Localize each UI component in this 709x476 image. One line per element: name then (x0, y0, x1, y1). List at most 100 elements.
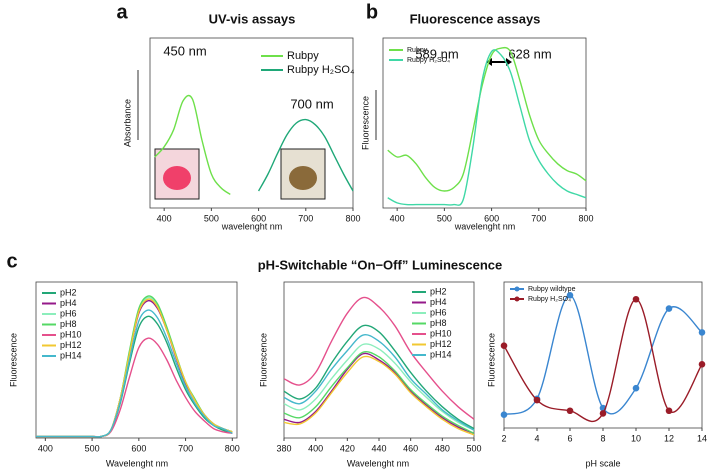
x-tick-label: 500 (437, 213, 452, 223)
point (500, 342, 508, 350)
legend-label: pH4 (60, 298, 77, 308)
x-axis-label: Wavelenght nm (347, 458, 409, 468)
x-tick-label: 700 (178, 443, 193, 453)
x-tick-label: 800 (225, 443, 240, 453)
annotation: 450 nm (163, 43, 206, 58)
series-line (154, 94, 231, 195)
legend-label: pH10 (60, 329, 82, 339)
point (632, 295, 640, 303)
y-axis-label: Fluorescence (258, 333, 268, 387)
x-tick-label: 400 (308, 443, 323, 453)
legend-label: Rubpy H₂SO₄ (287, 64, 355, 76)
x-axis-label: Wavelenght nm (106, 458, 168, 468)
panel-title: pH-Switchable “On−Off” Luminescence (258, 257, 503, 272)
x-tick-label: 600 (251, 213, 266, 223)
x-tick-label: 10 (631, 433, 641, 443)
x-tick-label: 800 (345, 213, 360, 223)
plot-frame (382, 37, 587, 209)
x-tick-label: 2 (501, 433, 506, 443)
legend-label: pH8 (430, 318, 447, 328)
x-tick-label: 420 (340, 443, 355, 453)
legend-label: pH10 (430, 328, 452, 338)
x-tick-label: 400 (390, 213, 405, 223)
legend-label: Rubpy H₂SO₄ (528, 296, 571, 303)
legend-label: pH12 (60, 340, 82, 350)
legend-label: pH6 (430, 307, 447, 317)
x-tick-label: 500 (85, 443, 100, 453)
series-line (257, 118, 354, 192)
legend-label: pH14 (60, 350, 82, 360)
panel-label: b (366, 1, 378, 23)
plot-frame (35, 281, 238, 439)
point (566, 291, 574, 299)
series-line (387, 46, 587, 192)
annotation: 628 nm (508, 46, 551, 61)
x-axis-label: wavelenght nm (454, 221, 516, 231)
series-line (283, 343, 475, 431)
series-line (283, 351, 475, 434)
point (665, 407, 673, 415)
photo-inset (163, 166, 191, 190)
x-tick-label: 500 (204, 213, 219, 223)
legend-label: pH2 (60, 287, 77, 297)
y-axis-label: Fluorescence (360, 96, 370, 150)
legend-label: Rubpy (287, 50, 319, 62)
x-tick-label: 480 (435, 443, 450, 453)
x-tick-label: 400 (157, 213, 172, 223)
point (566, 407, 574, 415)
y-axis-label: Absorbance (122, 99, 132, 147)
annotation: 700 nm (290, 96, 333, 111)
series-line (387, 49, 587, 206)
x-tick-label: 6 (567, 433, 572, 443)
legend-label: pH2 (430, 286, 447, 296)
x-tick-label: 440 (371, 443, 386, 453)
legend-swatch (514, 296, 520, 302)
plot-frame (149, 37, 354, 209)
double-arrow (486, 58, 512, 66)
x-tick-label: 12 (664, 433, 674, 443)
x-tick-label: 600 (131, 443, 146, 453)
legend-label: Rubpy (407, 47, 428, 54)
x-tick-label: 800 (578, 213, 593, 223)
panel-label: c (6, 250, 17, 272)
y-axis-label: Fluorescence (8, 333, 18, 387)
legend-label: pH12 (430, 339, 452, 349)
series-line (283, 296, 475, 420)
x-tick-label: 460 (403, 443, 418, 453)
series-line (283, 352, 475, 434)
x-tick-label: 14 (697, 433, 707, 443)
panel-label: a (116, 1, 128, 23)
legend-label: pH4 (430, 297, 447, 307)
x-tick-label: 400 (38, 443, 53, 453)
legend-label: pH8 (60, 319, 77, 329)
legend-label: Rubpy H₂SO₄ (407, 57, 450, 64)
series-line (283, 324, 475, 430)
chart-title: Fluorescence assays (410, 11, 541, 26)
point (500, 411, 508, 419)
legend-swatch (514, 286, 520, 292)
point (698, 360, 706, 368)
x-tick-label: 600 (484, 213, 499, 223)
point (698, 329, 706, 336)
annotation: 589 nm (415, 46, 458, 61)
legend-label: pH6 (60, 308, 77, 318)
y-axis-label: Fluorescence (486, 333, 496, 387)
x-axis-label: pH scale (585, 458, 620, 468)
legend-label: Rubpy wildtype (528, 286, 576, 293)
x-tick-label: 8 (600, 433, 605, 443)
point (533, 396, 541, 404)
series-line (283, 334, 475, 431)
series-line (36, 309, 233, 438)
x-tick-label: 500 (466, 443, 481, 453)
series-line (283, 355, 475, 436)
chart-title: UV-vis assays (209, 11, 296, 26)
legend-label: pH14 (430, 349, 452, 359)
x-tick-label: 700 (298, 213, 313, 223)
x-tick-label: 700 (531, 213, 546, 223)
x-axis-label: wavelenght nm (221, 221, 283, 231)
x-tick-label: 380 (276, 443, 291, 453)
point (599, 410, 607, 417)
point (632, 384, 640, 392)
point (665, 305, 673, 312)
